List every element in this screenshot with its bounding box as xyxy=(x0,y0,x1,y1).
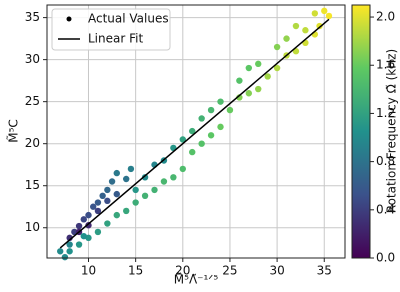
scatter-point xyxy=(66,241,73,248)
scatter-point xyxy=(113,169,120,177)
scatter-point xyxy=(236,77,243,84)
scatter-point xyxy=(245,90,253,97)
scatter-point xyxy=(104,220,111,227)
x-tick-label: 30 xyxy=(269,264,284,278)
scatter-point xyxy=(132,186,139,194)
scatter-point xyxy=(302,27,309,34)
fit-line xyxy=(59,18,330,249)
scatter-point xyxy=(113,190,120,198)
scatter-point xyxy=(141,174,149,181)
scatter-point xyxy=(123,175,130,183)
colorbar xyxy=(351,4,371,259)
scatter-point xyxy=(283,35,290,42)
scatter-point xyxy=(61,253,69,261)
colorbar-tick-label: 2.0 xyxy=(376,10,395,24)
legend: Actual Values Linear Fit xyxy=(51,8,171,51)
scatter-point xyxy=(316,22,323,30)
y-axis-label: M̃⁵C xyxy=(6,119,20,143)
x-tick-label: 25 xyxy=(222,264,237,278)
scatter-point xyxy=(273,64,281,72)
colorbar-label: Rotation Frequency Ω̃ (kHz) xyxy=(385,49,399,213)
colorbar-tick-label: 0.8 xyxy=(376,154,395,168)
y-tick-label: 25 xyxy=(25,94,40,108)
scatter-point xyxy=(94,228,102,236)
scatter-point xyxy=(94,199,102,206)
scatter-point xyxy=(127,165,135,173)
scatter-point xyxy=(189,148,196,156)
scatter-point xyxy=(198,140,205,147)
legend-label: Actual Values xyxy=(88,12,169,26)
scatter-point xyxy=(217,98,224,105)
scatter-point xyxy=(108,178,116,185)
scatter-point xyxy=(75,222,83,230)
scatter-point xyxy=(66,248,73,255)
y-tick-label: 30 xyxy=(25,52,40,66)
scatter-point xyxy=(292,22,300,30)
x-tick-label: 20 xyxy=(175,264,190,278)
plot-frame xyxy=(46,4,346,259)
scatter-point xyxy=(264,73,271,80)
scatter-point xyxy=(104,197,111,205)
scatter-point xyxy=(255,60,262,68)
scatter-point xyxy=(179,136,186,143)
legend-dot xyxy=(66,16,72,22)
y-tick-label: 20 xyxy=(25,136,40,150)
scatter-point xyxy=(179,165,186,173)
legend-box xyxy=(51,8,171,51)
y-tick-label: 35 xyxy=(25,10,40,24)
scatter-point xyxy=(189,127,196,135)
scatter-point xyxy=(104,186,111,194)
colorbar-tick-label: 1.6 xyxy=(376,58,395,72)
y-tick-label: 15 xyxy=(25,178,40,192)
scatter-point xyxy=(245,64,253,72)
scatter-point xyxy=(94,207,102,215)
y-tick-label: 10 xyxy=(25,220,40,234)
scatter-point xyxy=(207,106,215,114)
scatter-point xyxy=(325,12,333,20)
x-tick-label: 35 xyxy=(317,264,332,278)
scatter-point xyxy=(80,232,87,240)
colorbar-tick-label: 0.4 xyxy=(376,202,395,216)
scatter-point xyxy=(85,211,92,219)
scatter-point xyxy=(80,216,87,223)
x-tick-label: 15 xyxy=(128,264,143,278)
scatter-point xyxy=(170,174,177,181)
scatter-point xyxy=(273,43,281,51)
scatter-point xyxy=(90,203,97,210)
scatter-point xyxy=(207,132,215,139)
x-tick-label: 10 xyxy=(81,264,96,278)
scatter-point xyxy=(132,199,139,206)
scatter-point xyxy=(321,7,328,15)
scatter-point xyxy=(151,186,158,194)
scatter-point xyxy=(255,85,262,93)
plot-marks xyxy=(57,7,333,261)
scatter-point xyxy=(113,211,120,219)
scatter-point xyxy=(141,192,149,200)
scatter-point xyxy=(198,115,205,122)
scatter-point xyxy=(236,94,243,101)
x-axis-label: M̃⁵Λ̃⁻¹ᐟ⁵ xyxy=(174,272,219,286)
colorbar-tick-label: 0.0 xyxy=(376,251,395,265)
scatter-point xyxy=(123,207,130,215)
scatter-point xyxy=(217,123,224,131)
scatter-point xyxy=(99,192,106,200)
scatter-point xyxy=(85,222,92,229)
scatter-point xyxy=(57,248,64,255)
scatter-point xyxy=(226,106,234,114)
colorbar-tick-label: 1.2 xyxy=(376,106,395,120)
scatter-point xyxy=(160,178,168,185)
scatter-point xyxy=(75,241,83,248)
scatter-point xyxy=(311,10,319,17)
legend-label: Linear Fit xyxy=(88,32,143,46)
